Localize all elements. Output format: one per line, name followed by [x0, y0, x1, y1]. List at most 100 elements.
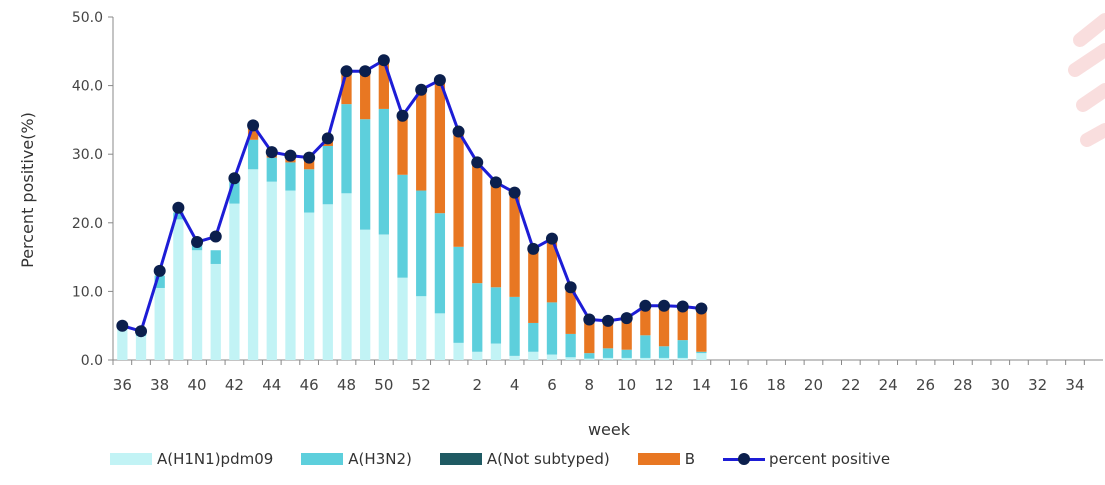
x-tick-label: 24: [879, 376, 898, 394]
bar-segment: [677, 357, 688, 360]
bar-segment: [303, 169, 315, 213]
percent-positive-point: [359, 65, 372, 78]
legend-item-h1n1: A(H1N1)pdm09: [110, 450, 273, 468]
percent-positive-point: [508, 186, 521, 199]
bar-segment: [285, 162, 296, 191]
x-axis-title: week: [588, 420, 631, 439]
bar-segment: [677, 340, 688, 358]
percent-positive-point: [639, 299, 652, 312]
watermark-logo: [1068, 13, 1105, 147]
bar-segment: [584, 319, 595, 354]
y-axis-title: Percent positive(%): [18, 112, 37, 268]
bar-segment: [546, 238, 558, 303]
percent-positive-point: [396, 109, 409, 122]
bar-segment: [621, 349, 632, 358]
percent-positive-point: [303, 151, 316, 164]
bar-segment: [266, 157, 277, 182]
bar-segment: [658, 346, 670, 358]
bar-segment: [360, 119, 371, 230]
bar-segment: [658, 305, 670, 347]
bar-segment: [602, 357, 614, 360]
percent-positive-point: [695, 302, 708, 315]
bar-segment: [397, 174, 408, 278]
percent-positive-point: [564, 281, 577, 294]
y-ticks: 0.0 10.0 20.0 30.0 40.0 50.0: [72, 10, 113, 369]
bar-segment: [509, 296, 520, 356]
bar-segment: [416, 190, 427, 297]
bar-segment: [528, 322, 539, 352]
percent-positive-point: [620, 312, 633, 325]
percent-positive-point: [471, 156, 484, 169]
x-tick-label: 10: [617, 376, 636, 394]
bar-segment: [135, 335, 147, 360]
bar-segment: [378, 58, 389, 109]
x-tick-label: 2: [472, 376, 482, 394]
bar-segment: [640, 335, 651, 358]
bar-segment: [472, 351, 483, 360]
x-tick-label: 28: [953, 376, 972, 394]
x-tick-label: 46: [300, 376, 319, 394]
bar-segment: [528, 351, 539, 360]
percent-positive-point: [527, 242, 540, 255]
bar-segment: [247, 126, 259, 140]
y-tick-label: 30.0: [72, 147, 103, 163]
bar-segment: [696, 353, 707, 360]
legend-swatch-h3n2: [301, 453, 344, 465]
y-tick-label: 50.0: [72, 10, 103, 26]
percent-positive-point: [415, 83, 428, 96]
bar-segment: [117, 329, 128, 360]
bar-segment: [341, 104, 352, 194]
y-tick-label: 20.0: [72, 216, 103, 232]
percent-positive-point: [377, 54, 390, 67]
bar-segment: [509, 355, 520, 360]
x-tick-label: 38: [150, 376, 169, 394]
x-tick-label: 8: [585, 376, 595, 394]
bar-segment: [378, 234, 389, 360]
axes: [112, 17, 1103, 361]
x-tick-label: 16: [729, 376, 748, 394]
percent-positive-point: [340, 65, 353, 78]
legend-item-percent-positive: percent positive: [723, 450, 890, 468]
bar-segment: [322, 145, 333, 205]
percent-positive-layer: [116, 54, 708, 338]
bar-segment: [621, 318, 632, 350]
bar-segment: [677, 306, 688, 341]
percent-positive-point: [116, 319, 129, 332]
percent-positive-point: [135, 325, 148, 338]
bar-segment: [416, 296, 427, 360]
bar-segment: [173, 219, 184, 360]
legend-label-h3n2: A(H3N2): [348, 450, 412, 468]
x-tick-label: 30: [991, 376, 1010, 394]
bar-segment: [658, 357, 670, 360]
bar-segment: [154, 287, 165, 360]
y-tick-label: 0.0: [81, 353, 103, 369]
bar-segment: [602, 320, 614, 349]
bar-segment: [210, 250, 221, 264]
x-tick-label: 20: [804, 376, 823, 394]
legend-swatch-h1n1: [110, 453, 152, 465]
bar-segment: [341, 71, 352, 105]
legend-label-not-subtyped: A(Not subtyped): [486, 450, 610, 468]
legend-item-not-subtyped: A(Not subtyped): [439, 450, 610, 468]
x-tick-label: 36: [113, 376, 132, 394]
percent-positive-point: [433, 74, 446, 87]
x-tick-label: 42: [225, 376, 244, 394]
percent-positive-point: [545, 232, 558, 245]
bar-segment: [490, 182, 502, 288]
bar-segment: [434, 213, 446, 314]
bar-segment: [434, 313, 446, 360]
bar-segment: [360, 69, 371, 120]
percent-positive-point: [583, 313, 596, 326]
bar-segment: [229, 181, 240, 204]
bar-segment: [565, 287, 576, 334]
bar-segment: [546, 302, 558, 355]
bar-segment: [546, 354, 558, 360]
bar-segment: [565, 333, 576, 358]
bar-segment: [490, 343, 502, 360]
x-tick-label: 12: [654, 376, 673, 394]
legend-swatch-percent-positive: [723, 453, 766, 465]
bar-segment: [416, 89, 427, 191]
x-tick-label: 22: [841, 376, 860, 394]
bar-segment: [266, 181, 277, 360]
percent-positive-point: [191, 236, 204, 249]
